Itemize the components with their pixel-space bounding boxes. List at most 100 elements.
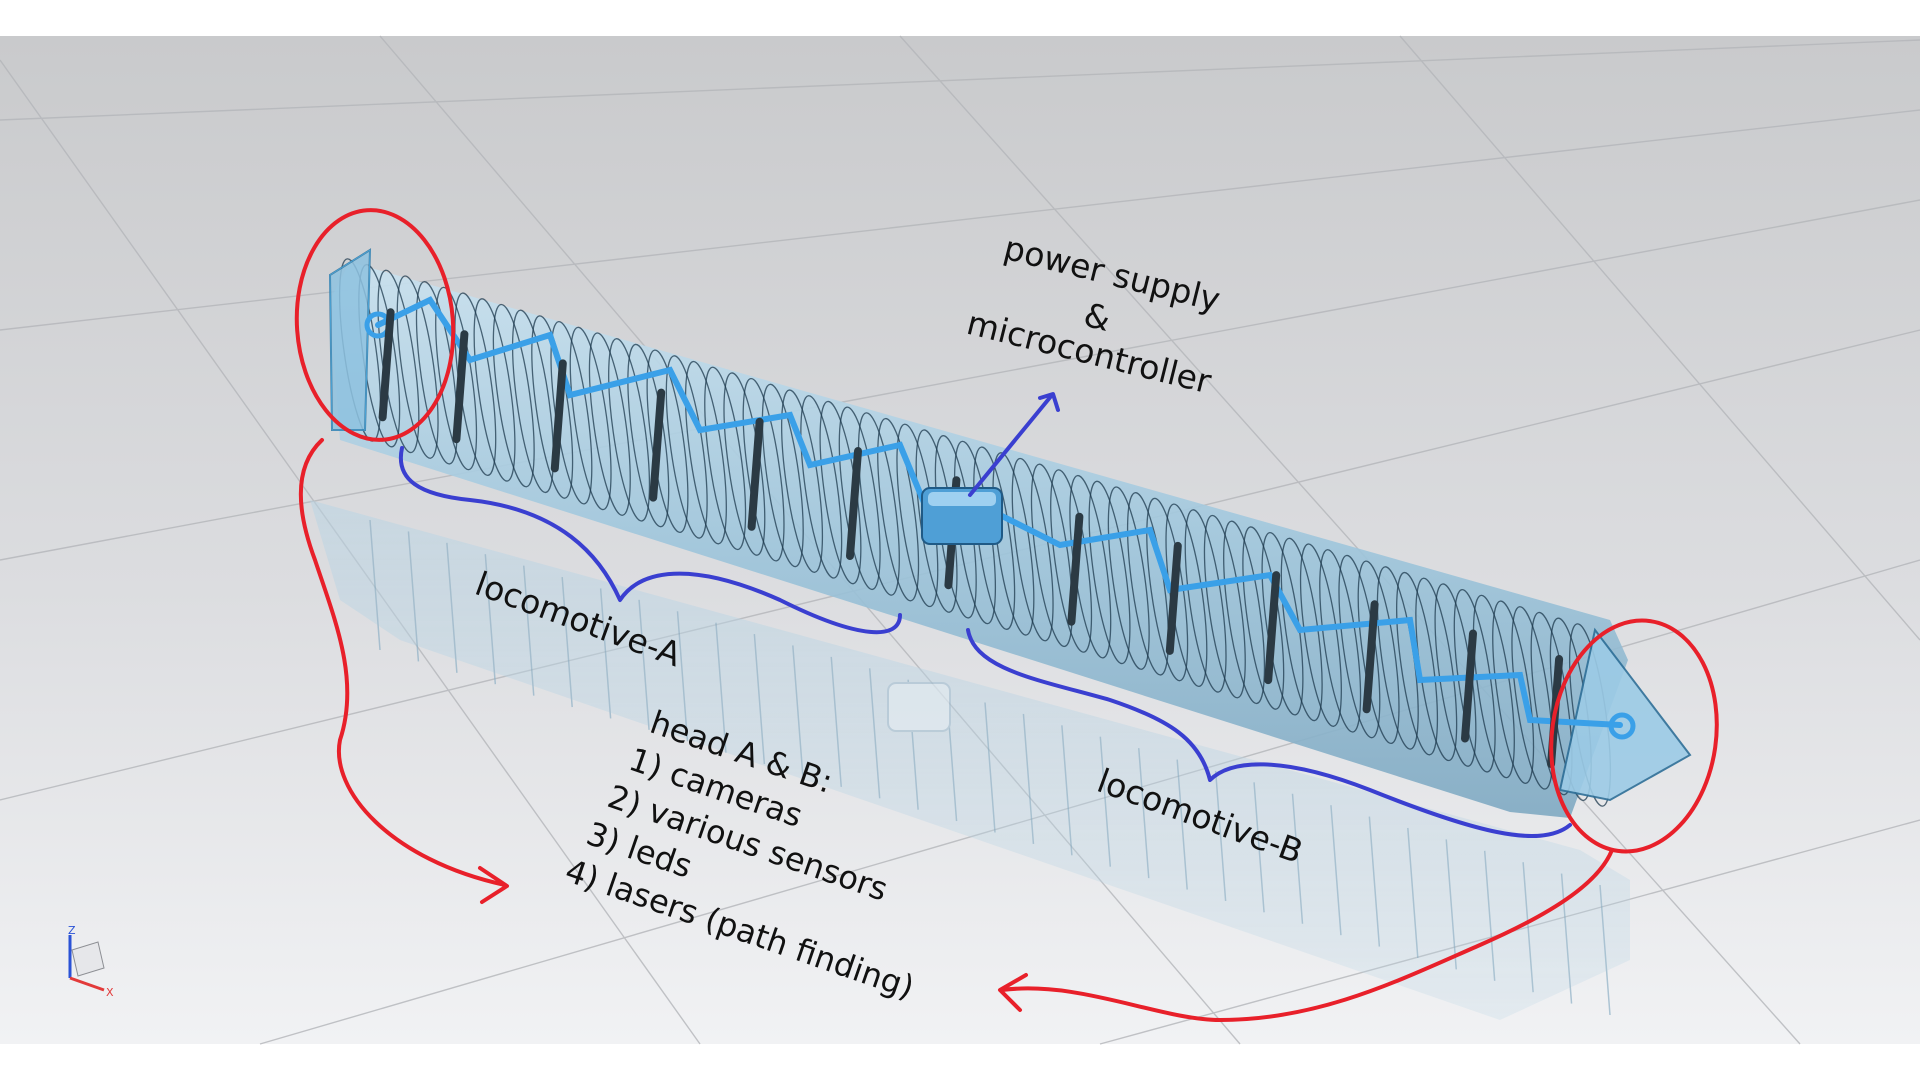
reflection-rib — [1483, 850, 1496, 981]
body-rib — [1050, 469, 1093, 653]
reflection-rib — [638, 599, 650, 730]
body-rib — [1319, 549, 1362, 733]
body-rib — [761, 383, 804, 568]
reflection-rib — [715, 622, 727, 753]
body-rib — [492, 303, 535, 488]
reflection-box — [887, 682, 951, 732]
body-rib — [1530, 611, 1573, 796]
body-rib — [781, 389, 824, 573]
skeleton-links-b — [997, 512, 1623, 728]
arrow-head-b — [1000, 848, 1614, 1022]
reflection-rib — [1599, 884, 1611, 1016]
body-rib — [742, 377, 785, 562]
body-rib — [415, 281, 458, 465]
reflection-rib — [1560, 873, 1573, 1004]
screw-shaft — [747, 417, 764, 531]
reflection-rib — [792, 645, 804, 776]
reflection-rib — [1291, 793, 1304, 924]
robot-skeleton — [364, 296, 1636, 740]
body-rib — [1357, 560, 1400, 745]
head-a-circle — [294, 208, 456, 442]
body-rib — [627, 343, 670, 528]
reflection-rib — [446, 542, 458, 673]
body-rib — [435, 286, 478, 471]
body-rib — [511, 309, 554, 494]
body-ribs — [338, 258, 1612, 807]
head-a-cone — [328, 248, 372, 431]
head-arrows — [298, 438, 1614, 1022]
reflection-rib — [830, 656, 842, 787]
floor-reflection — [310, 500, 1630, 1020]
screw-shaft — [1067, 512, 1084, 626]
body-rib — [1088, 480, 1131, 665]
reflection-rib — [599, 588, 612, 719]
screw-shaft — [649, 388, 666, 502]
reflection-rib — [984, 702, 996, 833]
reflection-rib — [369, 519, 381, 651]
skeleton-links-a — [375, 296, 928, 508]
body-rib — [1203, 514, 1246, 699]
body-rib — [1299, 543, 1342, 727]
body-rib — [704, 366, 747, 551]
body-rib — [665, 355, 708, 539]
reflection-rib — [868, 668, 881, 799]
reflection-rib — [1022, 713, 1035, 844]
brace-locomotive-a — [398, 446, 902, 635]
power-arrow — [968, 393, 1054, 497]
body-rib — [1511, 606, 1554, 790]
body-rib — [1472, 594, 1515, 779]
screw-shaft — [1461, 629, 1477, 743]
body-rib — [569, 326, 612, 511]
body-rib — [684, 360, 727, 545]
reflection-rib — [1061, 725, 1073, 856]
z-axis-label: Z — [68, 924, 76, 937]
reflection-rib — [1176, 759, 1188, 890]
reflection-rib — [1099, 736, 1112, 867]
body-rib — [1184, 509, 1227, 693]
screw-shaft — [550, 359, 567, 473]
reflection-rib — [561, 576, 573, 708]
reflection-rib — [484, 554, 497, 685]
reflection-rib — [1445, 839, 1457, 970]
brace-locomotive-b — [966, 628, 1572, 838]
locomotive-braces — [398, 392, 1572, 838]
screw-shaft — [846, 447, 862, 560]
body-rib — [608, 338, 651, 522]
arrow-head-a — [298, 438, 507, 887]
body-rib — [1223, 520, 1266, 705]
body-rib — [1492, 600, 1535, 784]
body-rib — [531, 315, 574, 499]
power-module — [921, 487, 1003, 545]
body-rib — [396, 275, 439, 459]
reflection-rib — [407, 531, 420, 662]
screw-shaft — [1165, 541, 1182, 655]
reflection-rib — [1138, 748, 1150, 879]
x-axis-arrow — [69, 976, 105, 992]
body-rib — [1030, 463, 1073, 648]
reflection-rib — [1522, 862, 1534, 993]
body-rib — [1242, 526, 1285, 710]
body-rib — [838, 406, 881, 591]
reflection-rib — [1407, 827, 1419, 959]
screw-shaft — [1264, 571, 1281, 685]
x-axis-label: X — [106, 986, 114, 999]
reflection-rib — [676, 611, 689, 742]
body-rib — [377, 269, 420, 454]
body-rib — [1011, 457, 1054, 642]
body-rib — [1396, 571, 1439, 756]
head-b-circle — [1549, 618, 1719, 854]
screw-shaft — [452, 330, 469, 444]
body-rib — [473, 298, 516, 482]
body-rib — [1126, 492, 1169, 676]
reflection-rib — [753, 634, 766, 765]
body-rib — [992, 452, 1035, 636]
body-rib — [800, 395, 843, 579]
reflection-rib — [1214, 770, 1227, 901]
reflection-rib — [523, 565, 535, 696]
pivot-head-b — [1608, 712, 1636, 740]
screw-shaft — [378, 308, 395, 422]
head-marker-circles — [294, 208, 1719, 854]
reflection-rib — [1368, 816, 1381, 947]
reflection-rib — [1330, 805, 1342, 936]
